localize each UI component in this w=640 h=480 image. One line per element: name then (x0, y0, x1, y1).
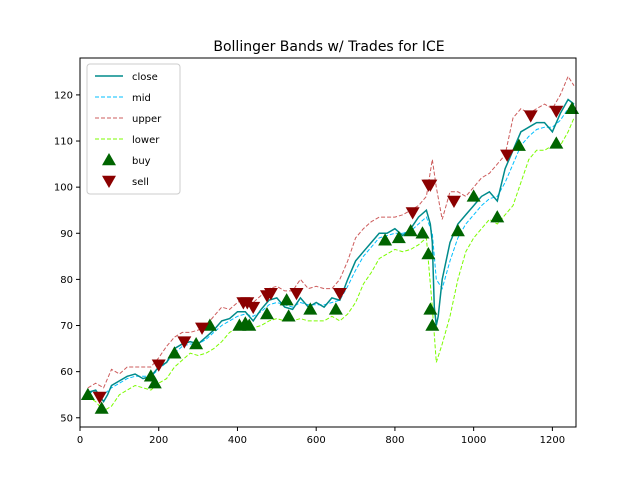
sell-marker (246, 301, 261, 315)
sell-marker (92, 391, 107, 405)
sell-marker (289, 287, 304, 301)
legend-label: upper (132, 114, 162, 125)
legend-label: lower (132, 135, 160, 146)
buy-marker (242, 318, 257, 331)
buy-marker (167, 346, 182, 359)
buy-marker (303, 302, 318, 315)
y-tick-label: 70 (60, 321, 73, 332)
y-tick-label: 110 (54, 137, 73, 148)
sell-marker (500, 149, 515, 162)
buy-marker (423, 302, 438, 315)
y-tick-label: 90 (60, 229, 73, 240)
legend-sell-swatch (102, 175, 116, 188)
plot-area (80, 75, 580, 414)
buy-marker (466, 189, 481, 202)
legend-label: sell (132, 177, 149, 188)
x-tick-label: 400 (228, 435, 247, 446)
legend-label: buy (132, 156, 151, 167)
buy-marker (403, 223, 418, 237)
trade-markers (80, 101, 580, 414)
buy-marker (259, 306, 274, 320)
buy-marker (281, 309, 296, 322)
legend-label: close (132, 72, 158, 83)
buy-marker (279, 293, 294, 306)
legend-buy-swatch (102, 153, 116, 166)
legend: close mid upper lower buy sell (86, 63, 181, 195)
x-tick-label: 1200 (540, 435, 565, 446)
buy-marker (565, 101, 580, 114)
legend-label: mid (132, 93, 151, 104)
buy-marker (189, 336, 204, 350)
sell-marker (177, 336, 192, 349)
buy-marker (202, 318, 217, 331)
buy-marker (94, 401, 109, 414)
series-upper-line (87, 75, 575, 389)
buy-marker (378, 233, 393, 246)
axes-frame (79, 57, 577, 428)
buy-marker (415, 226, 430, 239)
buy-marker (80, 387, 95, 400)
x-tick-label: 800 (385, 435, 404, 446)
sell-marker (405, 207, 420, 220)
x-tick-label: 600 (307, 435, 326, 446)
buy-marker (549, 136, 564, 149)
sell-marker (151, 359, 166, 372)
y-tick-label: 100 (54, 183, 73, 194)
chart-title: Bollinger Bands w/ Trades for ICE (213, 39, 444, 55)
x-tick-label: 200 (149, 435, 168, 446)
sell-marker (195, 322, 210, 335)
buy-marker (511, 138, 526, 151)
y-tick-label: 120 (54, 90, 73, 101)
sell-marker (423, 179, 438, 192)
sell-marker (523, 110, 538, 123)
buy-marker (391, 230, 406, 244)
sell-marker (549, 105, 564, 119)
y-tick-label: 60 (60, 367, 73, 378)
sell-marker (332, 287, 347, 301)
buy-marker (147, 376, 162, 389)
buy-marker (450, 223, 465, 237)
y-tick-label: 50 (60, 413, 73, 424)
buy-marker (425, 318, 440, 331)
x-tick-label: 1000 (461, 435, 486, 446)
axes: 0 200 400 600 800 1000 1200 50 60 70 80 90 100 110 120 (54, 57, 577, 446)
buy-marker (421, 247, 436, 260)
x-tick-label: 0 (77, 435, 83, 446)
y-tick-label: 80 (60, 275, 73, 286)
buy-marker (328, 302, 343, 315)
sell-marker (446, 195, 461, 208)
legend-box (86, 63, 181, 195)
sell-marker (263, 287, 278, 301)
buy-marker (490, 210, 505, 223)
